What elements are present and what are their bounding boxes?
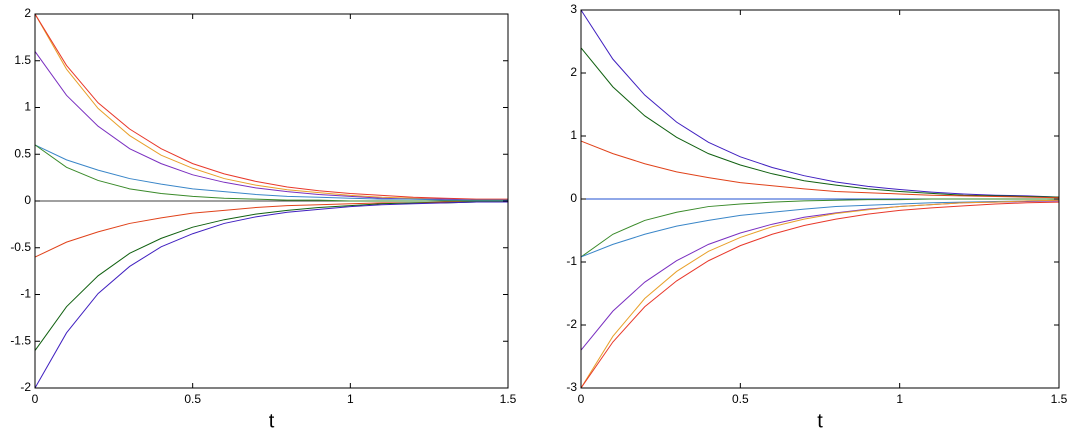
y-tick-label: -2 (566, 317, 577, 331)
x-tick-label: 1.5 (500, 392, 517, 406)
x-tick-label: 0 (578, 392, 585, 406)
x-tick-label: 0.5 (184, 392, 201, 406)
x-axis-label: t (817, 410, 823, 432)
x-tick-label: 0 (32, 392, 39, 406)
x-tick-label: 1 (347, 392, 354, 406)
series-line (580, 199, 1060, 389)
x-tick-label: 0.5 (732, 392, 749, 406)
y-tick-label: 0 (24, 193, 31, 207)
y-tick-label: 0.5 (14, 146, 31, 160)
x-tick-label: 1 (896, 392, 903, 406)
series-line (34, 144, 508, 202)
y-tick-label: -3 (566, 380, 577, 394)
y-tick-label: 2 (24, 6, 31, 20)
y-tick-label: 2 (570, 65, 577, 79)
series-line (580, 9, 1060, 198)
y-tick-label: -2 (20, 380, 31, 394)
series-line (580, 199, 1060, 258)
series-line (34, 201, 508, 389)
x-axis-label: t (269, 410, 275, 432)
y-tick-label: -1 (566, 254, 577, 268)
y-tick-label: -1.5 (10, 333, 31, 347)
series-line (580, 198, 1059, 258)
y-tick-label: 0 (570, 191, 577, 205)
x-tick-label: 1.5 (1051, 392, 1068, 406)
series-line (580, 47, 1060, 198)
series-line (34, 144, 508, 201)
series-line (580, 140, 1060, 199)
y-tick-label: 1 (24, 100, 31, 114)
series-line (580, 201, 1060, 389)
y-tick-label: -0.5 (10, 240, 31, 254)
series-line (34, 13, 508, 200)
y-tick-label: 1 (570, 128, 577, 142)
y-tick-label: 3 (570, 2, 577, 16)
y-tick-label: -1 (20, 287, 31, 301)
y-tick-label: 1.5 (14, 53, 31, 67)
